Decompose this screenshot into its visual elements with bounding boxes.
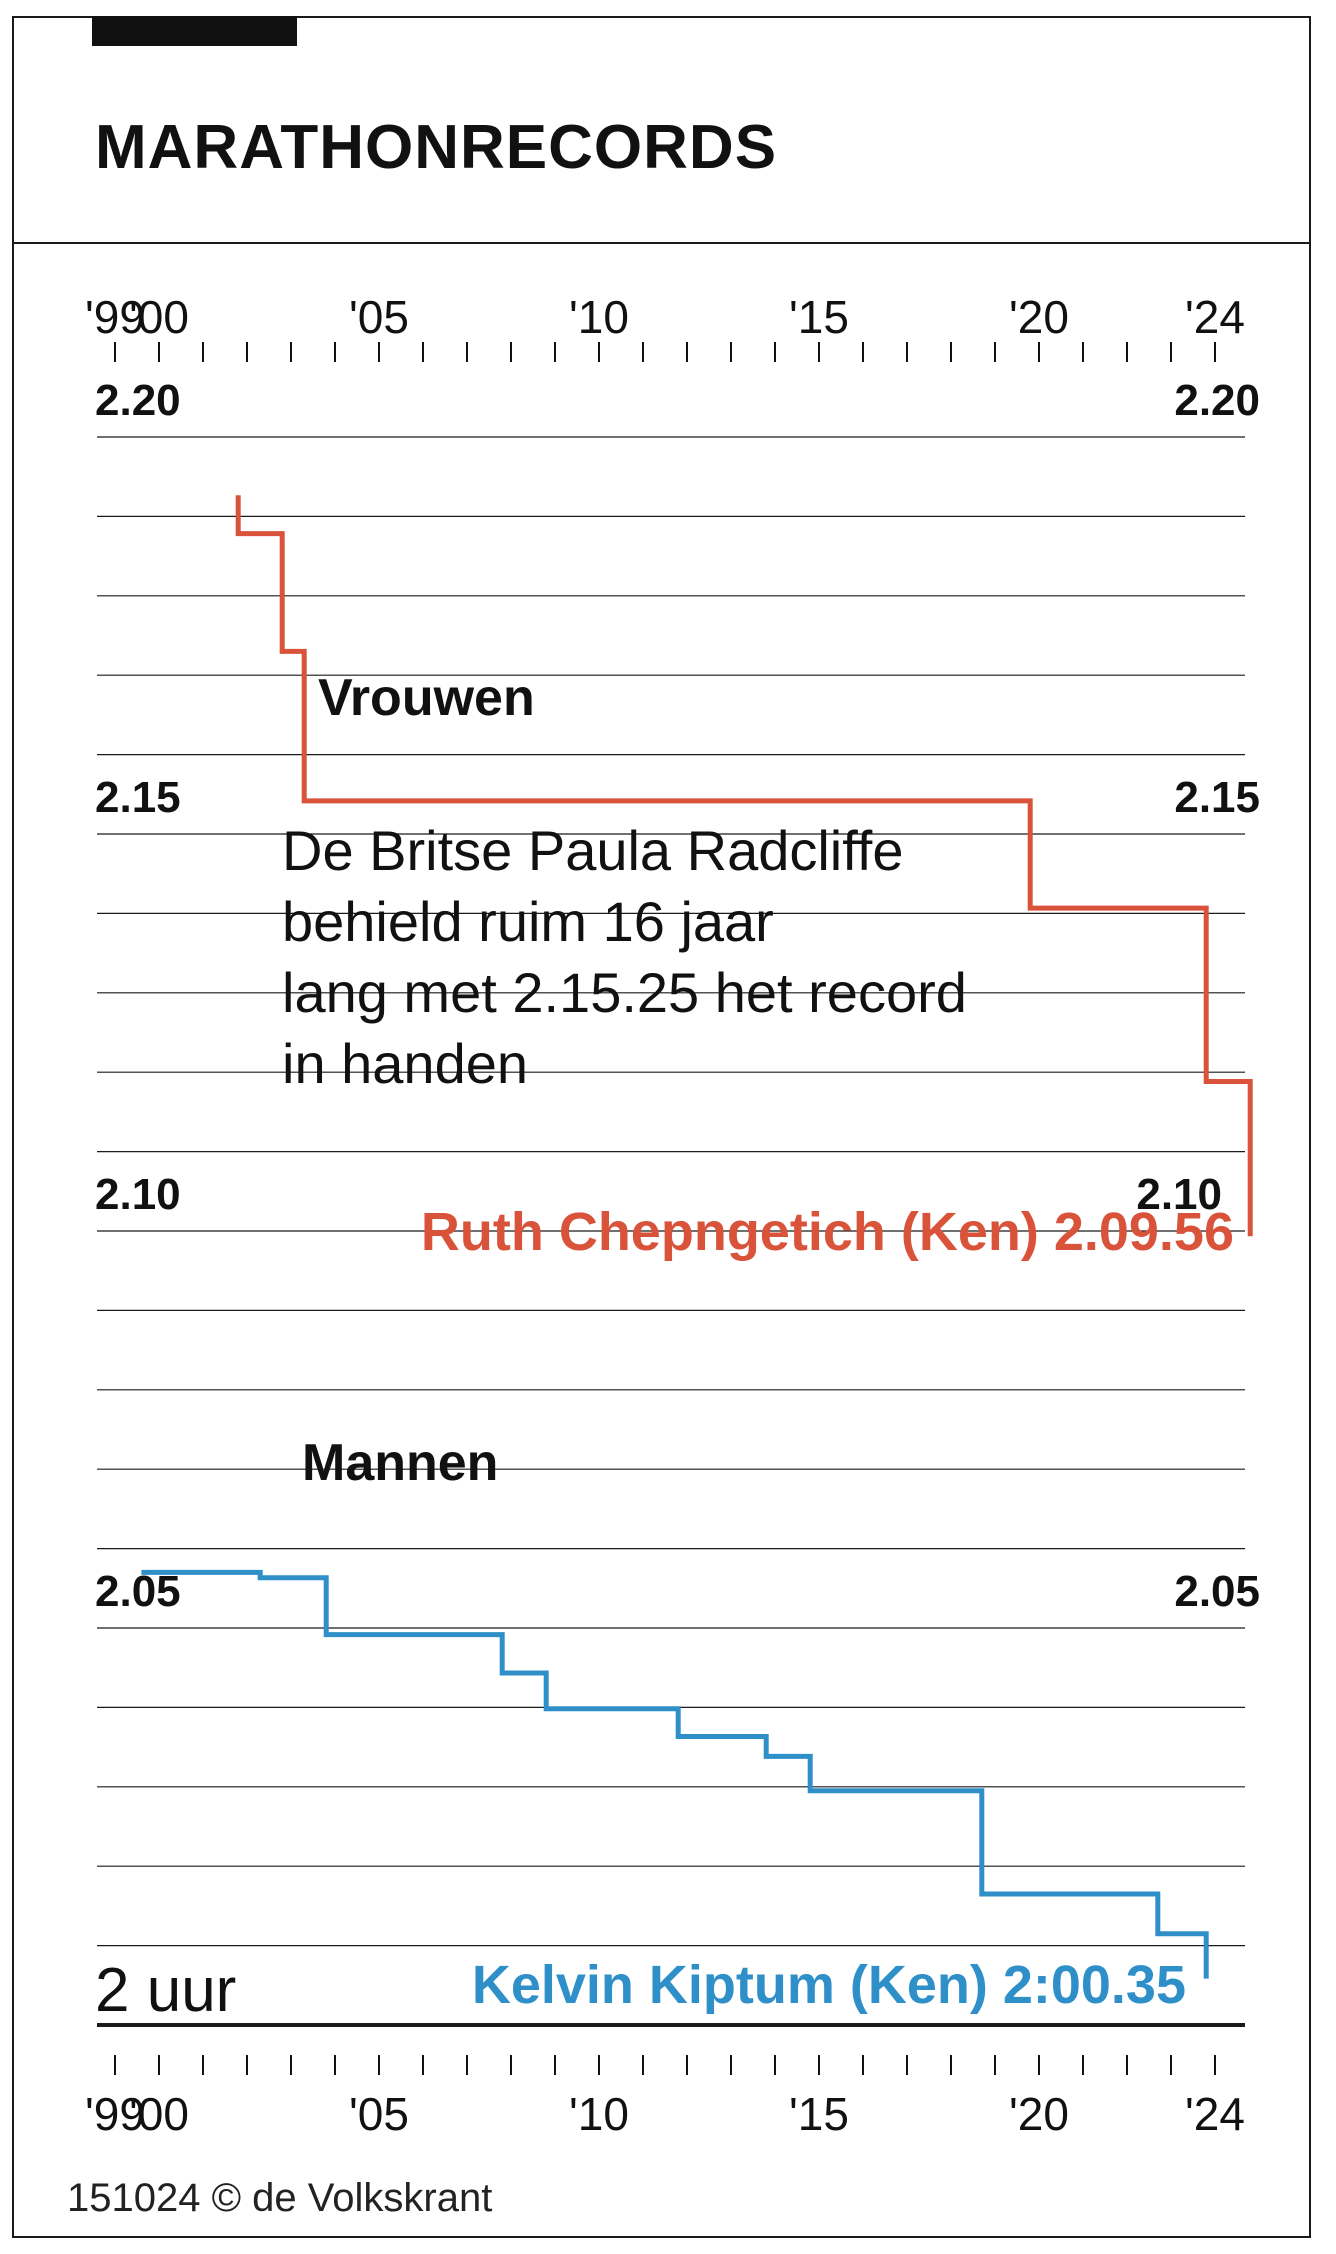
x-tick-label-top: '99 (85, 291, 145, 343)
x-tick-label-bottom: '99 (85, 2088, 145, 2140)
annotation-line: in handen (282, 1032, 528, 1095)
annotation-text: De Britse Paula Radcliffe behield ruim 16… (282, 819, 967, 1095)
annotation-line: behield ruim 16 jaar (282, 890, 774, 953)
end-label-mannen: Kelvin Kiptum (Ken) 2:00.35 (472, 1955, 1186, 2015)
y-tick-label-left: 2.10 (95, 1170, 181, 1219)
x-tick-label-bottom: '05 (349, 2088, 409, 2140)
x-tick-label-bottom: '15 (789, 2088, 849, 2140)
y-tick-label-left: 2.15 (95, 773, 181, 822)
x-tick-label-top: '20 (1009, 291, 1069, 343)
x-tick-label-bottom: '00 (129, 2088, 189, 2140)
series-line-mannen (141, 1569, 1209, 1979)
series-line-vrouwen (235, 495, 1253, 1237)
x-tick-label-top: '05 (349, 291, 409, 343)
y-tick-label-left: 2.05 (95, 1567, 181, 1616)
y-tick-label-right: 2.20 (1174, 376, 1260, 425)
header-divider (12, 242, 1311, 244)
x-tick-label-top: '15 (789, 291, 849, 343)
series-name-vrouwen: Vrouwen (318, 669, 535, 727)
chart-frame (12, 16, 1311, 2238)
x-tick-label-bottom: '24 (1185, 2088, 1245, 2140)
y-tick-label-left: 2.20 (95, 376, 181, 425)
source-credit: 151024 © de Volkskrant (67, 2176, 493, 2220)
y-tick-label-right: 2.15 (1174, 773, 1260, 822)
chart-title: MARATHONRECORDS (95, 113, 778, 182)
x-tick-label-bottom: '20 (1009, 2088, 1069, 2140)
x-tick-label-bottom: '10 (569, 2088, 629, 2140)
y-tick-label-left: 2 uur (95, 1956, 236, 2025)
y-tick-label-right: 2.10 (1136, 1170, 1222, 1219)
series-name-mannen: Mannen (302, 1434, 498, 1492)
y-tick-label-right: 2.05 (1174, 1567, 1260, 1616)
x-tick-label-top: '10 (569, 291, 629, 343)
end-label-vrouwen: Ruth Chepngetich (Ken) 2.09.56 (421, 1202, 1234, 1262)
annotation-line: De Britse Paula Radcliffe (282, 819, 904, 882)
x-tick-label-top: '24 (1185, 291, 1245, 343)
decorative-top-bar (92, 16, 297, 46)
annotation-line: lang met 2.15.25 het record (282, 961, 967, 1024)
x-tick-label-top: '00 (129, 291, 189, 343)
